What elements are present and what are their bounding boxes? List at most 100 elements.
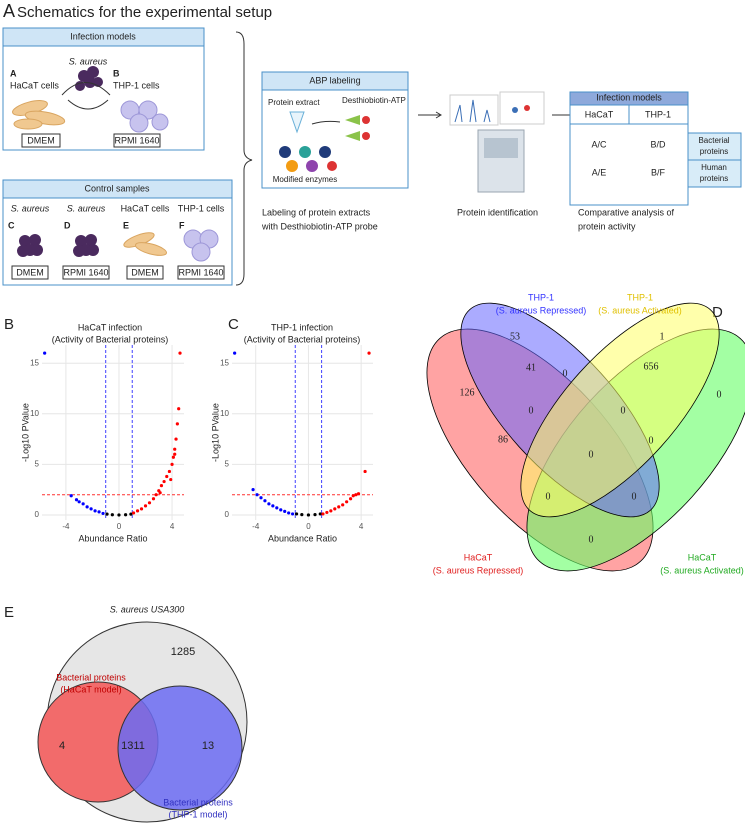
point <box>325 510 329 515</box>
set-label: THP-1 <box>627 292 653 302</box>
bacteria-icon <box>19 235 31 247</box>
bacteria-icon <box>17 245 29 257</box>
point <box>81 502 85 506</box>
comparative-caption: protein activity <box>578 221 636 231</box>
side-label: proteins <box>700 147 728 156</box>
arrow <box>311 120 341 125</box>
count: 0 <box>717 389 722 400</box>
point <box>93 509 97 513</box>
count: 4 <box>59 740 65 752</box>
medium-box <box>11 265 49 280</box>
set-label: (THP-1 model) <box>168 809 227 819</box>
point <box>124 513 128 517</box>
count: 13 <box>202 740 214 752</box>
point <box>291 512 295 516</box>
table-header: Infection models <box>596 92 662 102</box>
count: 0 <box>589 449 594 460</box>
thp1-cells-icon <box>120 100 169 133</box>
y-tick-label: 0 <box>225 510 230 519</box>
table-cell: B/F <box>651 167 666 177</box>
count: 126 <box>460 387 475 398</box>
thp1-circle <box>117 685 243 811</box>
set-label: (S. aureus Repressed) <box>496 305 587 315</box>
point <box>177 407 181 411</box>
point <box>345 500 349 504</box>
probe-label: Desthiobiotin-ATP <box>342 96 406 105</box>
y-tick-label: 0 <box>35 510 40 519</box>
count: 0 <box>563 368 568 379</box>
venn-counts: 53 1 126 41 0 656 0 0 0 86 0 0 0 0 0 <box>460 331 722 545</box>
set-label: (HaCaT model) <box>60 684 121 694</box>
side-label: Bacterial <box>698 136 729 145</box>
control-header-band <box>2 179 233 199</box>
point <box>77 500 81 504</box>
point <box>143 504 148 508</box>
point <box>306 513 311 517</box>
sample-name: S. aureus <box>67 203 106 213</box>
medium-label: DMEM <box>27 135 55 145</box>
side-box <box>687 132 742 161</box>
sample-letter: F <box>179 220 185 230</box>
point <box>300 513 304 517</box>
point <box>129 512 133 516</box>
medium-box <box>21 133 61 148</box>
table-cell: A/C <box>591 139 607 149</box>
medium-label: DMEM <box>16 267 44 277</box>
comparative-caption: Comparative analysis of <box>578 207 675 217</box>
brace <box>235 31 253 286</box>
sample-name: HaCaT cells <box>121 203 170 213</box>
x-axis-label: Abundance Ratio <box>268 533 337 543</box>
bacteria-icon <box>75 235 87 247</box>
infection-header: Infection models <box>70 31 136 41</box>
label-b: B <box>113 68 120 78</box>
panel-letter: A <box>3 1 15 21</box>
panel-a: A Schematics for the experimental setup … <box>2 1 742 286</box>
sample-letter: D <box>64 220 71 230</box>
point <box>135 509 140 513</box>
set-label: (S. aureus Activated) <box>598 305 682 315</box>
saureus-label: S. aureus <box>69 56 108 66</box>
count: 0 <box>589 534 594 545</box>
panel-title: Schematics for the experimental setup <box>17 4 272 21</box>
set-label: (S. aureus Activated) <box>660 565 744 575</box>
hacat-cells-icon <box>12 100 66 130</box>
count: 41 <box>526 362 536 373</box>
point <box>139 507 144 511</box>
x-tick-label: 0 <box>117 522 122 531</box>
point <box>178 351 182 355</box>
thp1-label: THP-1 cells <box>113 80 160 90</box>
arrow <box>67 99 109 110</box>
identification-caption: Protein identification <box>457 207 538 217</box>
mass-spec-icon <box>449 91 545 193</box>
point <box>69 494 73 498</box>
count: 0 <box>649 435 654 446</box>
point <box>267 502 271 506</box>
sample-name: THP-1 cells <box>178 203 225 213</box>
point <box>283 509 287 514</box>
point <box>74 498 79 502</box>
point <box>97 510 101 514</box>
count: 656 <box>644 361 659 372</box>
x-tick-label: -4 <box>62 522 70 531</box>
medium-label: RPMI 1640 <box>178 267 223 277</box>
point <box>313 513 317 517</box>
point <box>329 509 333 513</box>
enzymes-label: Modified enzymes <box>273 175 337 184</box>
chart-title: THP-1 infection <box>271 322 333 332</box>
point <box>255 493 259 497</box>
count: 1285 <box>171 646 195 658</box>
point <box>173 452 177 456</box>
x-tick-label: -4 <box>252 522 260 531</box>
point <box>162 479 166 484</box>
point <box>251 488 255 492</box>
y-tick-label: 10 <box>220 409 229 418</box>
point <box>321 512 325 516</box>
point <box>175 422 179 426</box>
set-label: Bacterial proteins <box>163 797 233 807</box>
point <box>171 455 175 459</box>
panel-letter: E <box>4 604 14 621</box>
medium-box <box>177 265 225 280</box>
x-axis-label: Abundance Ratio <box>78 533 147 543</box>
sample-name: S. aureus <box>11 203 50 213</box>
point <box>151 497 156 501</box>
